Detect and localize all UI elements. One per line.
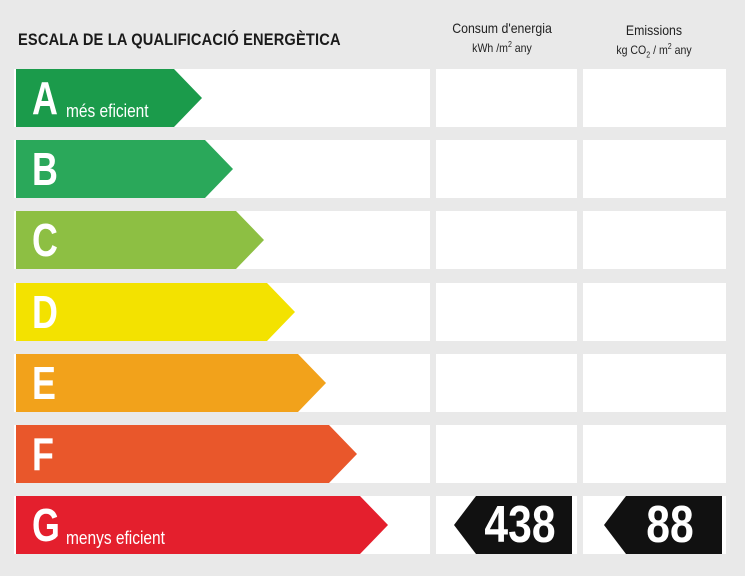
class-arrow-c: C [16, 211, 264, 270]
rating-badge-shape [454, 496, 572, 555]
emissions-cell [583, 353, 726, 412]
consum-cell [436, 140, 577, 199]
class-row-d: D [0, 282, 745, 341]
consum-rating-badge-value: 438 [484, 496, 556, 555]
emissions-cell [583, 140, 726, 199]
emissions-rating-badge: 88 [604, 496, 722, 555]
emissions-column-header: Emissions kg CO2 / m2 any [584, 22, 724, 59]
consum-cell [436, 211, 577, 270]
consum-unit: kWh /m2 any [472, 40, 532, 55]
emissions-unit: kg CO2 / m2 any [616, 42, 692, 60]
scale-title: ESCALA DE LA QUALIFICACIÓ ENERGÈTICA [18, 30, 341, 49]
emissions-cell [583, 69, 726, 127]
class-letter: E [32, 356, 56, 409]
class-sublabel: menys eficient [66, 528, 165, 549]
class-arrow-e: E [16, 353, 326, 412]
emissions-rating-badge-value: 88 [646, 496, 694, 555]
class-row-c: C [0, 211, 745, 270]
class-row-b: B [0, 140, 745, 199]
rating-badge-shape [604, 496, 722, 555]
consum-cell [436, 353, 577, 412]
class-letter: A [32, 72, 58, 124]
class-letter: B [32, 143, 58, 196]
class-letter: D [32, 285, 58, 338]
class-arrow-shape [16, 69, 202, 127]
emissions-cell [583, 211, 726, 270]
emissions-cell [583, 425, 726, 483]
class-letter: C [32, 214, 58, 267]
consum-cell [436, 282, 577, 341]
class-sublabel: més eficient [66, 101, 149, 121]
class-letter: G [32, 499, 60, 552]
emissions-label: Emissions [625, 22, 683, 38]
class-arrow-d: D [16, 282, 295, 341]
class-arrow-f: F [16, 425, 357, 483]
consum-cell [436, 69, 577, 127]
class-arrow-shape [16, 211, 264, 270]
consum-cell [436, 425, 577, 483]
class-row-f: F [0, 425, 745, 483]
class-arrow-shape [16, 496, 388, 555]
emissions-cell [583, 282, 726, 341]
class-letter: F [32, 428, 54, 480]
consum-column-header: Consum d'energia kWh /m2 any [432, 20, 572, 55]
class-arrow-shape [16, 140, 233, 199]
class-arrow-b: B [16, 140, 233, 199]
consum-rating-badge: 438 [454, 496, 572, 555]
class-arrow-shape [16, 353, 326, 412]
consum-label: Consum d'energia [452, 20, 552, 36]
class-arrow-shape [16, 282, 295, 341]
class-arrow-shape [16, 425, 357, 483]
class-row-e: E [0, 353, 745, 412]
